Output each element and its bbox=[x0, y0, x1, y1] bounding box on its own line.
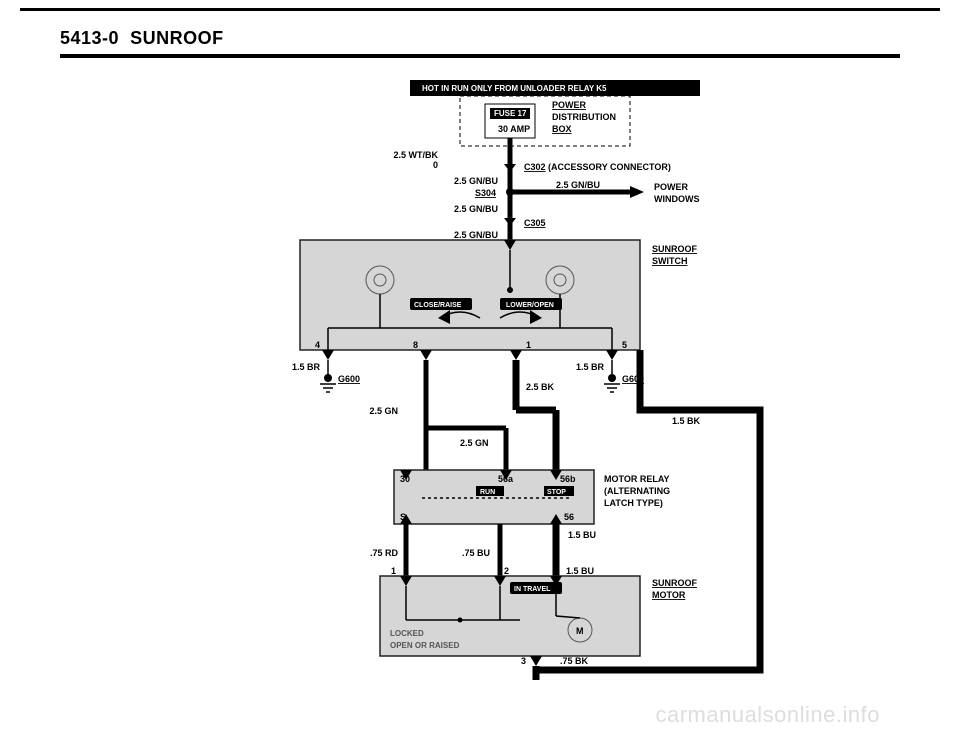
wire-15br-left: 1.5 BR bbox=[292, 362, 321, 372]
svg-text:1: 1 bbox=[526, 340, 531, 350]
watermark: carmanualsonline.info bbox=[655, 702, 880, 728]
sunroof-switch-l2: SWITCH bbox=[652, 256, 688, 266]
relay-56b: 56b bbox=[560, 474, 576, 484]
wiring-diagram: HOT IN RUN ONLY FROM UNLOADER RELAY K5 F… bbox=[200, 80, 820, 700]
motor-openraised: OPEN OR RAISED bbox=[390, 641, 460, 650]
svg-text:1: 1 bbox=[391, 566, 396, 576]
c305-label: C305 bbox=[524, 218, 546, 228]
motor-locked: LOCKED bbox=[390, 629, 424, 638]
wire-15bu-2: 1.5 BU bbox=[566, 566, 594, 576]
relay-56: 56 bbox=[564, 512, 574, 522]
motor-in-travel: IN TRAVEL bbox=[514, 586, 551, 593]
wire-25gn-b: 2.5 GN bbox=[460, 438, 489, 448]
wire-wt-bk-pin: 0 bbox=[433, 160, 438, 170]
relay-30: 30 bbox=[400, 474, 410, 484]
ground-left-icon bbox=[320, 374, 336, 392]
power-windows-1: POWER bbox=[654, 182, 689, 192]
wire-gnbu-3: 2.5 GN/BU bbox=[454, 230, 498, 240]
fuse-label: FUSE 17 bbox=[494, 109, 527, 118]
svg-text:4: 4 bbox=[315, 340, 320, 350]
power-windows-2: WINDOWS bbox=[654, 194, 700, 204]
wire-25bk: 2.5 BK bbox=[526, 382, 555, 392]
motor-relay-l3: LATCH TYPE) bbox=[604, 498, 663, 508]
c302-label: C302 (ACCESSORY CONNECTOR) bbox=[524, 162, 671, 172]
relay-s: S bbox=[400, 512, 406, 522]
svg-text:8: 8 bbox=[413, 340, 418, 350]
motor-relay-l2: (ALTERNATING bbox=[604, 486, 670, 496]
relay-run: RUN bbox=[480, 489, 495, 496]
wire-wt-bk: 2.5 WT/BK bbox=[393, 150, 438, 160]
ground-right-icon bbox=[604, 374, 620, 392]
wire-75rd: .75 RD bbox=[370, 548, 399, 558]
svg-text:M: M bbox=[576, 626, 584, 636]
wire-25gn: 2.5 GN bbox=[369, 406, 398, 416]
top-bar-text: HOT IN RUN ONLY FROM UNLOADER RELAY K5 bbox=[422, 84, 607, 93]
sunroof-motor-l2: MOTOR bbox=[652, 590, 686, 600]
relay-56a: 56a bbox=[498, 474, 514, 484]
page-title: SUNROOF bbox=[130, 28, 224, 48]
s304-label: S304 bbox=[475, 188, 496, 198]
wire-15bk: 1.5 BK bbox=[672, 416, 701, 426]
pdbox-line3: BOX bbox=[552, 124, 572, 134]
svg-text:2: 2 bbox=[504, 566, 509, 576]
wire-15br-right: 1.5 BR bbox=[576, 362, 605, 372]
pdbox-line1: POWER bbox=[552, 100, 587, 110]
fuse-amps: 30 AMP bbox=[498, 124, 530, 134]
relay-stop: STOP bbox=[547, 489, 566, 496]
page-number: 5413-0 bbox=[60, 28, 119, 48]
wire-gnbu-2: 2.5 GN/BU bbox=[454, 204, 498, 214]
sunroof-motor-l1: SUNROOF bbox=[652, 578, 698, 588]
svg-text:5: 5 bbox=[622, 340, 627, 350]
svg-text:3: 3 bbox=[521, 656, 526, 666]
sunroof-switch-l1: SUNROOF bbox=[652, 244, 698, 254]
switch-close-raise: CLOSE/RAISE bbox=[414, 302, 462, 309]
wire-gnbu-branch: 2.5 GN/BU bbox=[556, 180, 600, 190]
g600-left: G600 bbox=[338, 374, 360, 384]
wire-75bk: .75 BK bbox=[560, 656, 589, 666]
wire-gnbu-1: 2.5 GN/BU bbox=[454, 176, 498, 186]
wire-15bu: 1.5 BU bbox=[568, 530, 596, 540]
switch-lower-open: LOWER/OPEN bbox=[506, 302, 554, 309]
motor-relay-l1: MOTOR RELAY bbox=[604, 474, 670, 484]
wire-75bu: .75 BU bbox=[462, 548, 490, 558]
switch-exit-chevrons bbox=[322, 350, 618, 360]
pdbox-line2: DISTRIBUTION bbox=[552, 112, 616, 122]
